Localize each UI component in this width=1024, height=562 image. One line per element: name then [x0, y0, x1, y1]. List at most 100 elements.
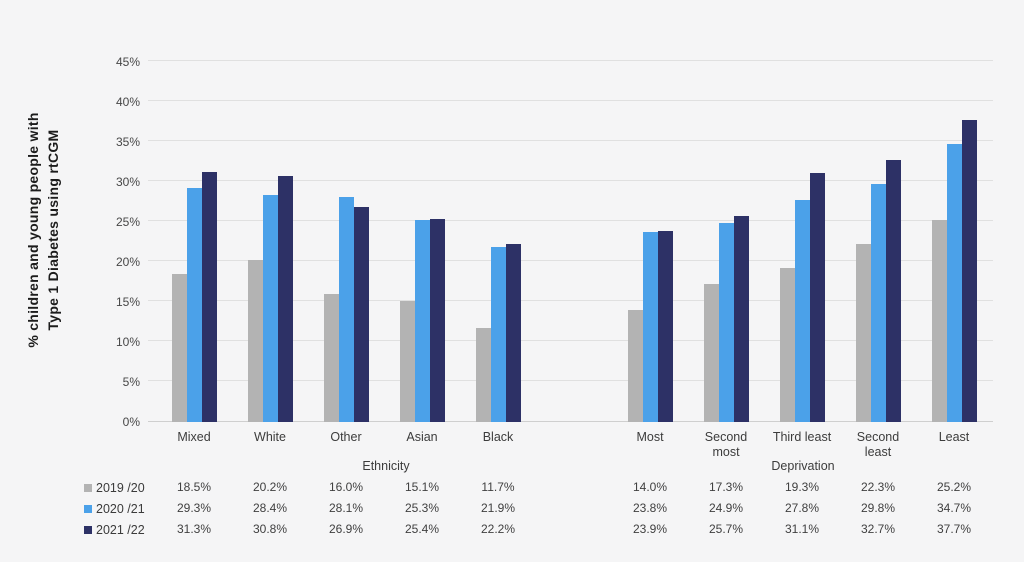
grid-line	[148, 220, 993, 221]
grid-line	[148, 380, 993, 381]
x-category-label: Third least	[772, 430, 832, 444]
grid-line	[148, 340, 993, 341]
bar	[627, 310, 643, 422]
table-value-gap	[536, 501, 612, 515]
y-tick-label: 45%	[115, 55, 140, 69]
grid-line	[148, 100, 993, 101]
table-value: 25.2%	[936, 480, 972, 494]
y-tick-label: 5%	[122, 375, 140, 389]
legend-item: 2020 /21	[84, 501, 145, 517]
bar	[475, 328, 491, 422]
bar	[505, 244, 521, 422]
x-category-label: Asian	[406, 430, 438, 444]
table-value-gap	[536, 480, 612, 494]
table-value: 29.8%	[860, 501, 896, 515]
table-value: 34.7%	[936, 501, 972, 515]
bar	[733, 216, 749, 422]
table-row: 2020 /21 29.3% 28.4% 28.1% 25.3% 21.9% 23.8% 24…	[0, 501, 1024, 517]
bar	[247, 260, 263, 422]
table-value: 23.9%	[632, 522, 668, 536]
table-value-row: 18.5% 20.2% 16.0% 15.1% 11.7% 14.0% 17.3% 19.3%…	[156, 480, 992, 494]
y-tick-label: 40%	[115, 95, 140, 109]
bar-group-least	[916, 62, 992, 422]
bar	[262, 194, 278, 422]
y-tick-label: 35%	[115, 135, 140, 149]
grid-line	[148, 300, 993, 301]
table-value: 25.4%	[404, 522, 440, 536]
bar-group-gap	[536, 62, 612, 422]
table-value-row: 29.3% 28.4% 28.1% 25.3% 21.9% 23.8% 24.9% 27.8%…	[156, 501, 992, 515]
x-category-label: Most	[636, 430, 664, 444]
bar	[642, 231, 658, 422]
bar	[718, 222, 734, 422]
bar	[703, 283, 719, 422]
legend-label: 2020 /21	[96, 502, 145, 516]
bar-group-white	[232, 62, 308, 422]
table-value-gap	[536, 522, 612, 536]
table-value: 28.1%	[328, 501, 364, 515]
table-value: 31.3%	[176, 522, 212, 536]
x-category-label: Second most	[704, 430, 748, 459]
table-value: 14.0%	[632, 480, 668, 494]
x-category-label: Other	[330, 430, 362, 444]
table-value: 16.0%	[328, 480, 364, 494]
table-value: 28.4%	[252, 501, 288, 515]
bar	[414, 219, 430, 422]
table-value: 20.2%	[252, 480, 288, 494]
bar	[429, 218, 445, 422]
bar	[809, 173, 825, 422]
x-category-label: White	[254, 430, 286, 444]
plot-area	[148, 60, 993, 422]
x-category-label: Mixed	[177, 430, 211, 444]
x-category-label: Second least	[856, 430, 900, 459]
bar	[186, 187, 202, 422]
x-axis-category-labels: Mixed White Other Asian Black Most Second most…	[156, 430, 992, 460]
y-tick-label: 20%	[115, 255, 140, 269]
bar	[885, 160, 901, 422]
bar	[794, 199, 810, 422]
table-value: 23.8%	[632, 501, 668, 515]
bar	[931, 220, 947, 422]
bar	[277, 175, 293, 422]
table-value: 11.7%	[481, 480, 515, 494]
table-value: 32.7%	[860, 522, 896, 536]
y-axis-title-line1: % children and young people with	[25, 112, 41, 348]
bar-group-second-least	[840, 62, 916, 422]
table-value-row: 31.3% 30.8% 26.9% 25.4% 22.2% 23.9% 25.7% 31.1%…	[156, 522, 992, 536]
bar-series-container	[156, 62, 992, 422]
table-value: 30.8%	[252, 522, 288, 536]
y-tick-label: 25%	[115, 215, 140, 229]
y-tick-label: 0%	[122, 415, 140, 429]
legend-item: 2019 /20	[84, 480, 145, 496]
x-category-label: Least	[938, 430, 970, 444]
y-tick-label: 30%	[115, 175, 140, 189]
bar	[338, 197, 354, 422]
table-value: 21.9%	[480, 501, 516, 515]
table-value: 22.2%	[480, 522, 516, 536]
bar	[946, 144, 962, 422]
table-value: 15.1%	[404, 480, 440, 494]
bar	[870, 183, 886, 422]
bar	[353, 206, 369, 422]
grid-line	[148, 140, 993, 141]
table-row: 2019 /20 18.5% 20.2% 16.0% 15.1% 11.7% 14.0% 17…	[0, 480, 1024, 496]
axis-group-label-deprivation: Deprivation	[771, 459, 835, 473]
table-value: 31.1%	[784, 522, 820, 536]
bar-group-second-most	[688, 62, 764, 422]
bar-group-black	[460, 62, 536, 422]
bar	[855, 243, 871, 422]
x-category-gap	[536, 430, 612, 460]
y-axis-title: % children and young people with Type 1 …	[23, 50, 65, 410]
bar-group-mixed	[156, 62, 232, 422]
bar-group-asian	[384, 62, 460, 422]
y-axis-title-line2: Type 1 Diabetes using rtCGM	[45, 129, 61, 331]
bar	[171, 274, 187, 422]
bar	[323, 294, 339, 422]
table-value: 25.3%	[404, 501, 440, 515]
legend-label: 2019 /20	[96, 481, 145, 495]
table-value: 27.8%	[784, 501, 820, 515]
legend-swatch	[84, 484, 92, 492]
bar	[201, 171, 217, 422]
legend-item: 2021 /22	[84, 522, 145, 538]
